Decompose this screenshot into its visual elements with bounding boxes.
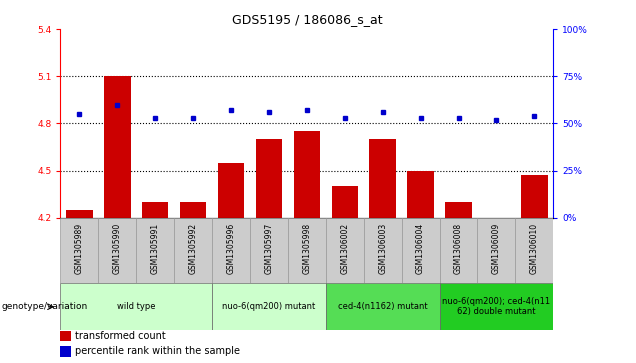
Bar xyxy=(218,163,244,218)
Bar xyxy=(478,218,515,283)
Text: GSM1305992: GSM1305992 xyxy=(189,223,198,274)
Text: transformed count: transformed count xyxy=(75,331,166,341)
Bar xyxy=(250,218,288,283)
Bar xyxy=(142,202,169,218)
Bar xyxy=(364,218,402,283)
Bar xyxy=(370,139,396,218)
Bar xyxy=(60,331,71,342)
Bar xyxy=(445,202,472,218)
Text: GSM1305996: GSM1305996 xyxy=(226,223,235,274)
Text: wild type: wild type xyxy=(117,302,155,311)
Text: GSM1306010: GSM1306010 xyxy=(530,223,539,274)
Text: GSM1306003: GSM1306003 xyxy=(378,223,387,274)
Bar xyxy=(136,218,174,283)
Text: GSM1305997: GSM1305997 xyxy=(265,223,273,274)
Text: GSM1306004: GSM1306004 xyxy=(416,223,425,274)
Text: nuo-6(qm200); ced-4(n11
62) double mutant: nuo-6(qm200); ced-4(n11 62) double mutan… xyxy=(443,297,551,317)
Bar xyxy=(60,283,212,330)
Bar xyxy=(439,218,478,283)
Text: GSM1306002: GSM1306002 xyxy=(340,223,349,274)
Text: genotype/variation: genotype/variation xyxy=(2,302,88,311)
Text: GSM1306009: GSM1306009 xyxy=(492,223,501,274)
Text: ced-4(n1162) mutant: ced-4(n1162) mutant xyxy=(338,302,427,311)
Bar xyxy=(515,218,553,283)
Bar xyxy=(256,139,282,218)
Bar xyxy=(60,218,99,283)
Bar xyxy=(99,218,136,283)
Bar xyxy=(288,218,326,283)
Text: GSM1305989: GSM1305989 xyxy=(75,223,84,274)
Bar xyxy=(212,218,250,283)
Text: GSM1306008: GSM1306008 xyxy=(454,223,463,274)
Bar xyxy=(326,283,439,330)
Bar xyxy=(294,131,320,218)
Bar xyxy=(212,283,326,330)
Bar xyxy=(180,202,207,218)
Text: percentile rank within the sample: percentile rank within the sample xyxy=(75,346,240,356)
Bar xyxy=(331,186,358,218)
Bar xyxy=(326,218,364,283)
Bar xyxy=(439,283,553,330)
Bar xyxy=(407,171,434,218)
Title: GDS5195 / 186086_s_at: GDS5195 / 186086_s_at xyxy=(232,13,382,26)
Bar xyxy=(521,175,548,218)
Text: GSM1305990: GSM1305990 xyxy=(113,223,121,274)
Bar xyxy=(402,218,439,283)
Text: GSM1305991: GSM1305991 xyxy=(151,223,160,274)
Text: GSM1305998: GSM1305998 xyxy=(302,223,312,274)
Bar xyxy=(66,210,93,218)
Bar xyxy=(174,218,212,283)
Bar xyxy=(104,76,130,218)
Bar xyxy=(60,346,71,357)
Text: nuo-6(qm200) mutant: nuo-6(qm200) mutant xyxy=(223,302,315,311)
